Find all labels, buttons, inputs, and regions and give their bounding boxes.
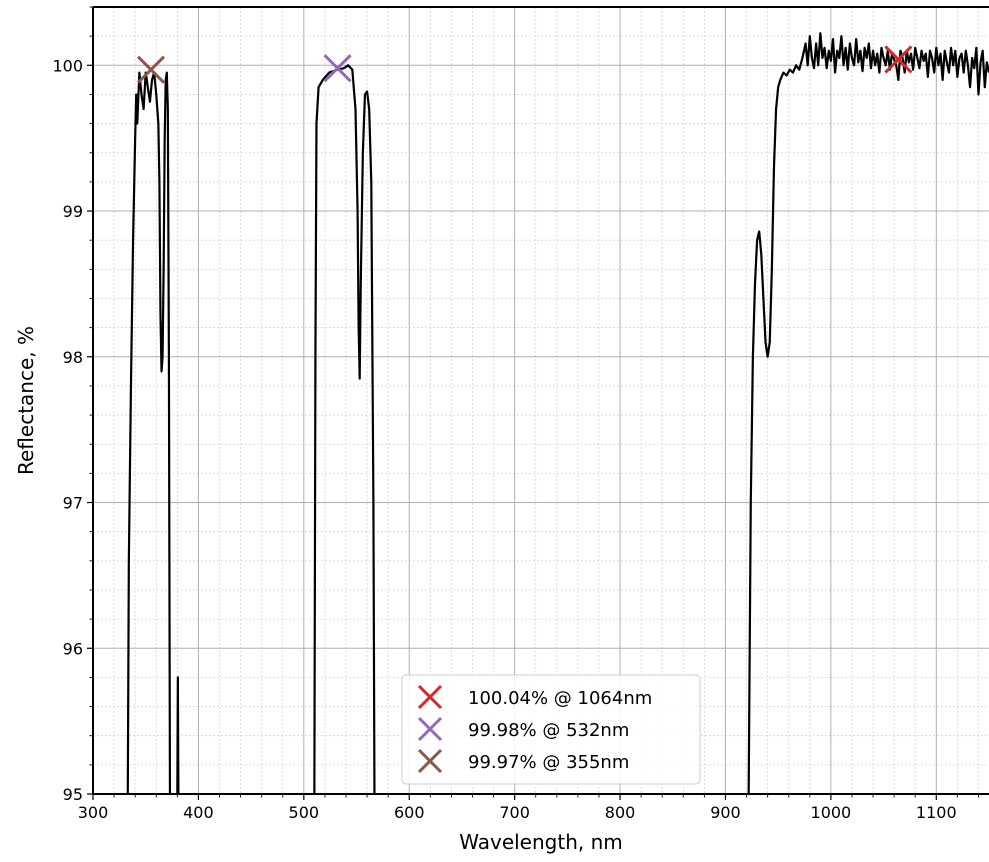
x-tick-label: 600 [394, 803, 425, 822]
data-markers [136, 45, 913, 84]
y-tick-label: 95 [63, 785, 83, 804]
reflectance-series-line [126, 32, 989, 794]
legend-entry-label: 99.98% @ 532nm [468, 720, 629, 741]
y-tick-label: 96 [63, 639, 83, 658]
legend: 100.04% @ 1064nm 99.98% @ 532nm 99.97% @ 3… [401, 674, 701, 785]
x-tick-label: 300 [78, 803, 109, 822]
x-tick-label: 900 [710, 803, 741, 822]
legend-x-marker [417, 748, 443, 774]
y-tick-label: 97 [63, 494, 83, 513]
y-tick-label: 98 [63, 348, 83, 367]
x-marker [323, 54, 352, 83]
x-tick-label: 700 [499, 803, 530, 822]
tick-labels: 300 400 500 600 700 800 900 1000 1100 95 96 97 98 99 1… [52, 56, 956, 822]
legend-x-marker [417, 684, 443, 710]
tick-marks [87, 6, 979, 800]
x-axis-label: Wavelength, nm [459, 830, 623, 854]
legend-entry-label: 100.04% @ 1064nm [468, 688, 652, 709]
x-marker [884, 45, 913, 74]
y-axis-label: Reflectance, % [14, 326, 38, 475]
y-tick-label: 100 [52, 56, 83, 75]
legend-box [401, 674, 701, 785]
x-tick-label: 800 [605, 803, 636, 822]
y-tick-label: 99 [63, 202, 83, 221]
axes [92, 6, 989, 795]
legend-x-marker [417, 716, 443, 742]
x-tick-label: 500 [289, 803, 320, 822]
plot-area [126, 32, 989, 794]
x-tick-label: 400 [183, 803, 214, 822]
x-tick-label: 1000 [811, 803, 852, 822]
x-tick-label: 1100 [916, 803, 957, 822]
legend-entry-label: 99.97% @ 355nm [468, 752, 629, 773]
x-marker [136, 55, 166, 84]
